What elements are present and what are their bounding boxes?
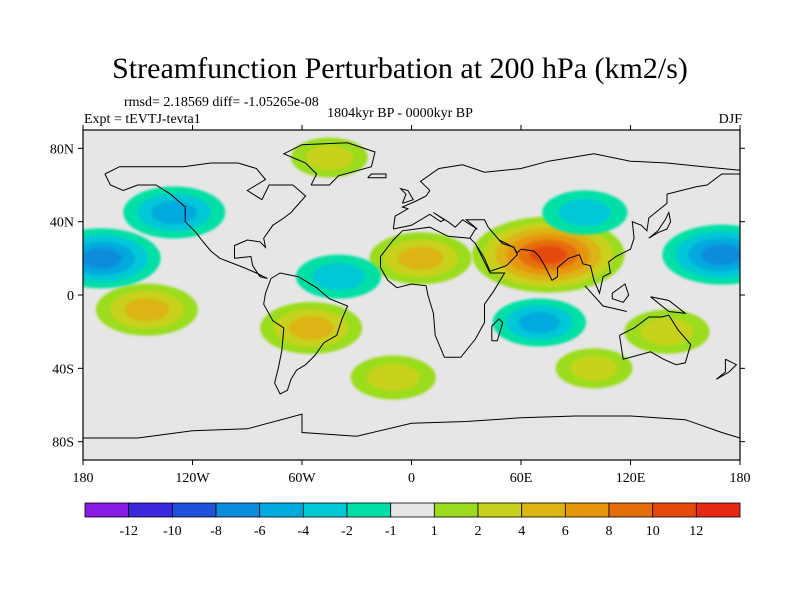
y-tick-label: 0 (67, 289, 74, 304)
contour-fill (288, 316, 334, 340)
coastline (263, 272, 349, 395)
contour-fill (151, 200, 197, 225)
coastline (393, 212, 478, 230)
coastline (367, 173, 387, 179)
coastline (474, 239, 518, 272)
colorbar-swatch (259, 502, 304, 518)
colorbar-swatch (346, 502, 392, 518)
coastline (650, 296, 688, 314)
anomaly-0 (472, 216, 625, 293)
anomaly-9 (542, 190, 628, 235)
contour-fill (397, 246, 444, 270)
coastline (584, 285, 627, 312)
contour-fill (83, 247, 122, 269)
contour-fill (518, 311, 561, 334)
x-tick-label: 180 (730, 471, 751, 486)
experiment-label: Expt = tEVTJ-tevta1 (84, 112, 201, 127)
contour-fill (570, 356, 618, 381)
coastline (380, 226, 506, 358)
colorbar-swatch (390, 502, 435, 518)
x-tick-label: 60E (510, 471, 533, 486)
colorbar-label: -10 (163, 524, 182, 539)
coastline (83, 413, 740, 439)
coastline (715, 358, 738, 380)
map-background (83, 130, 740, 460)
x-tick-label: 180 (73, 471, 94, 486)
colorbar-swatch (608, 502, 654, 518)
period-label: 1804kyr BP - 0000kyr BP (327, 106, 473, 121)
anomaly-2 (260, 302, 363, 354)
colorbar-swatch (171, 502, 217, 518)
colorbar-label: 8 (606, 524, 613, 539)
colorbar-swatch (302, 502, 348, 518)
anomaly-7 (492, 298, 587, 347)
colorbar-label: -8 (210, 524, 222, 539)
colorbar-swatch (695, 502, 741, 518)
contour-fill (305, 145, 353, 170)
colorbar-swatch (652, 502, 697, 518)
colorbar-label: 4 (518, 524, 525, 539)
contour-fill (124, 298, 170, 322)
colorbar-swatch (477, 502, 523, 518)
colorbar-swatch (128, 502, 173, 518)
colorbar-label: 1 (431, 524, 438, 539)
colorbar-label: 2 (475, 524, 482, 539)
coastline (619, 314, 692, 366)
colorbar-label: -4 (297, 524, 309, 539)
anomaly-8 (295, 254, 382, 299)
rmsd-stats: rmsd= 2.18569 diff= -1.05265e-08 (124, 95, 319, 110)
coastline (392, 153, 740, 230)
x-tick-label: 60W (288, 471, 316, 486)
coastline (104, 162, 307, 279)
anomaly-4 (662, 224, 740, 285)
contour-fill (558, 199, 612, 226)
anomaly-6 (123, 186, 226, 239)
colorbar-label: 6 (562, 524, 569, 539)
chart-title: Streamfunction Perturbation at 200 hPa (… (112, 52, 688, 85)
x-tick-label: 120E (616, 471, 646, 486)
contour-fill (701, 244, 740, 266)
colorbar-label: -6 (254, 524, 266, 539)
anomaly-5 (83, 228, 161, 289)
colorbar-label: -12 (119, 524, 138, 539)
contour-fill (529, 245, 567, 264)
anomaly-12 (624, 309, 710, 354)
season-label: DJF (718, 112, 742, 127)
coastline (282, 142, 376, 186)
coastline (491, 318, 504, 342)
anomaly-1 (369, 232, 472, 285)
anomaly-3 (95, 283, 198, 336)
colorbar-label: -2 (341, 524, 353, 539)
contour-fill (640, 318, 694, 346)
coastline (464, 173, 740, 295)
anomaly-10 (350, 355, 436, 400)
colorbar-swatch (564, 502, 610, 518)
coastline (648, 210, 672, 239)
colorbar-label: 12 (689, 524, 703, 539)
x-tick-label: 0 (408, 471, 415, 486)
x-tick-label: 120W (175, 471, 210, 486)
y-tick-label: 80S (52, 436, 74, 451)
colorbar-label: -1 (385, 524, 397, 539)
y-tick-label: 80N (50, 142, 74, 157)
y-tick-label: 40N (50, 216, 74, 231)
colorbar-swatch (84, 502, 130, 518)
colorbar-label: 10 (646, 524, 660, 539)
y-tick-label: 40S (52, 362, 74, 377)
contour-fill (312, 263, 365, 291)
anomaly-13 (555, 348, 633, 389)
colorbar-swatch (521, 502, 566, 518)
coastline (611, 283, 630, 303)
colorbar-swatch (433, 502, 479, 518)
contour-fill (367, 364, 420, 391)
coastline (399, 187, 415, 204)
colorbar-swatch (215, 502, 261, 518)
